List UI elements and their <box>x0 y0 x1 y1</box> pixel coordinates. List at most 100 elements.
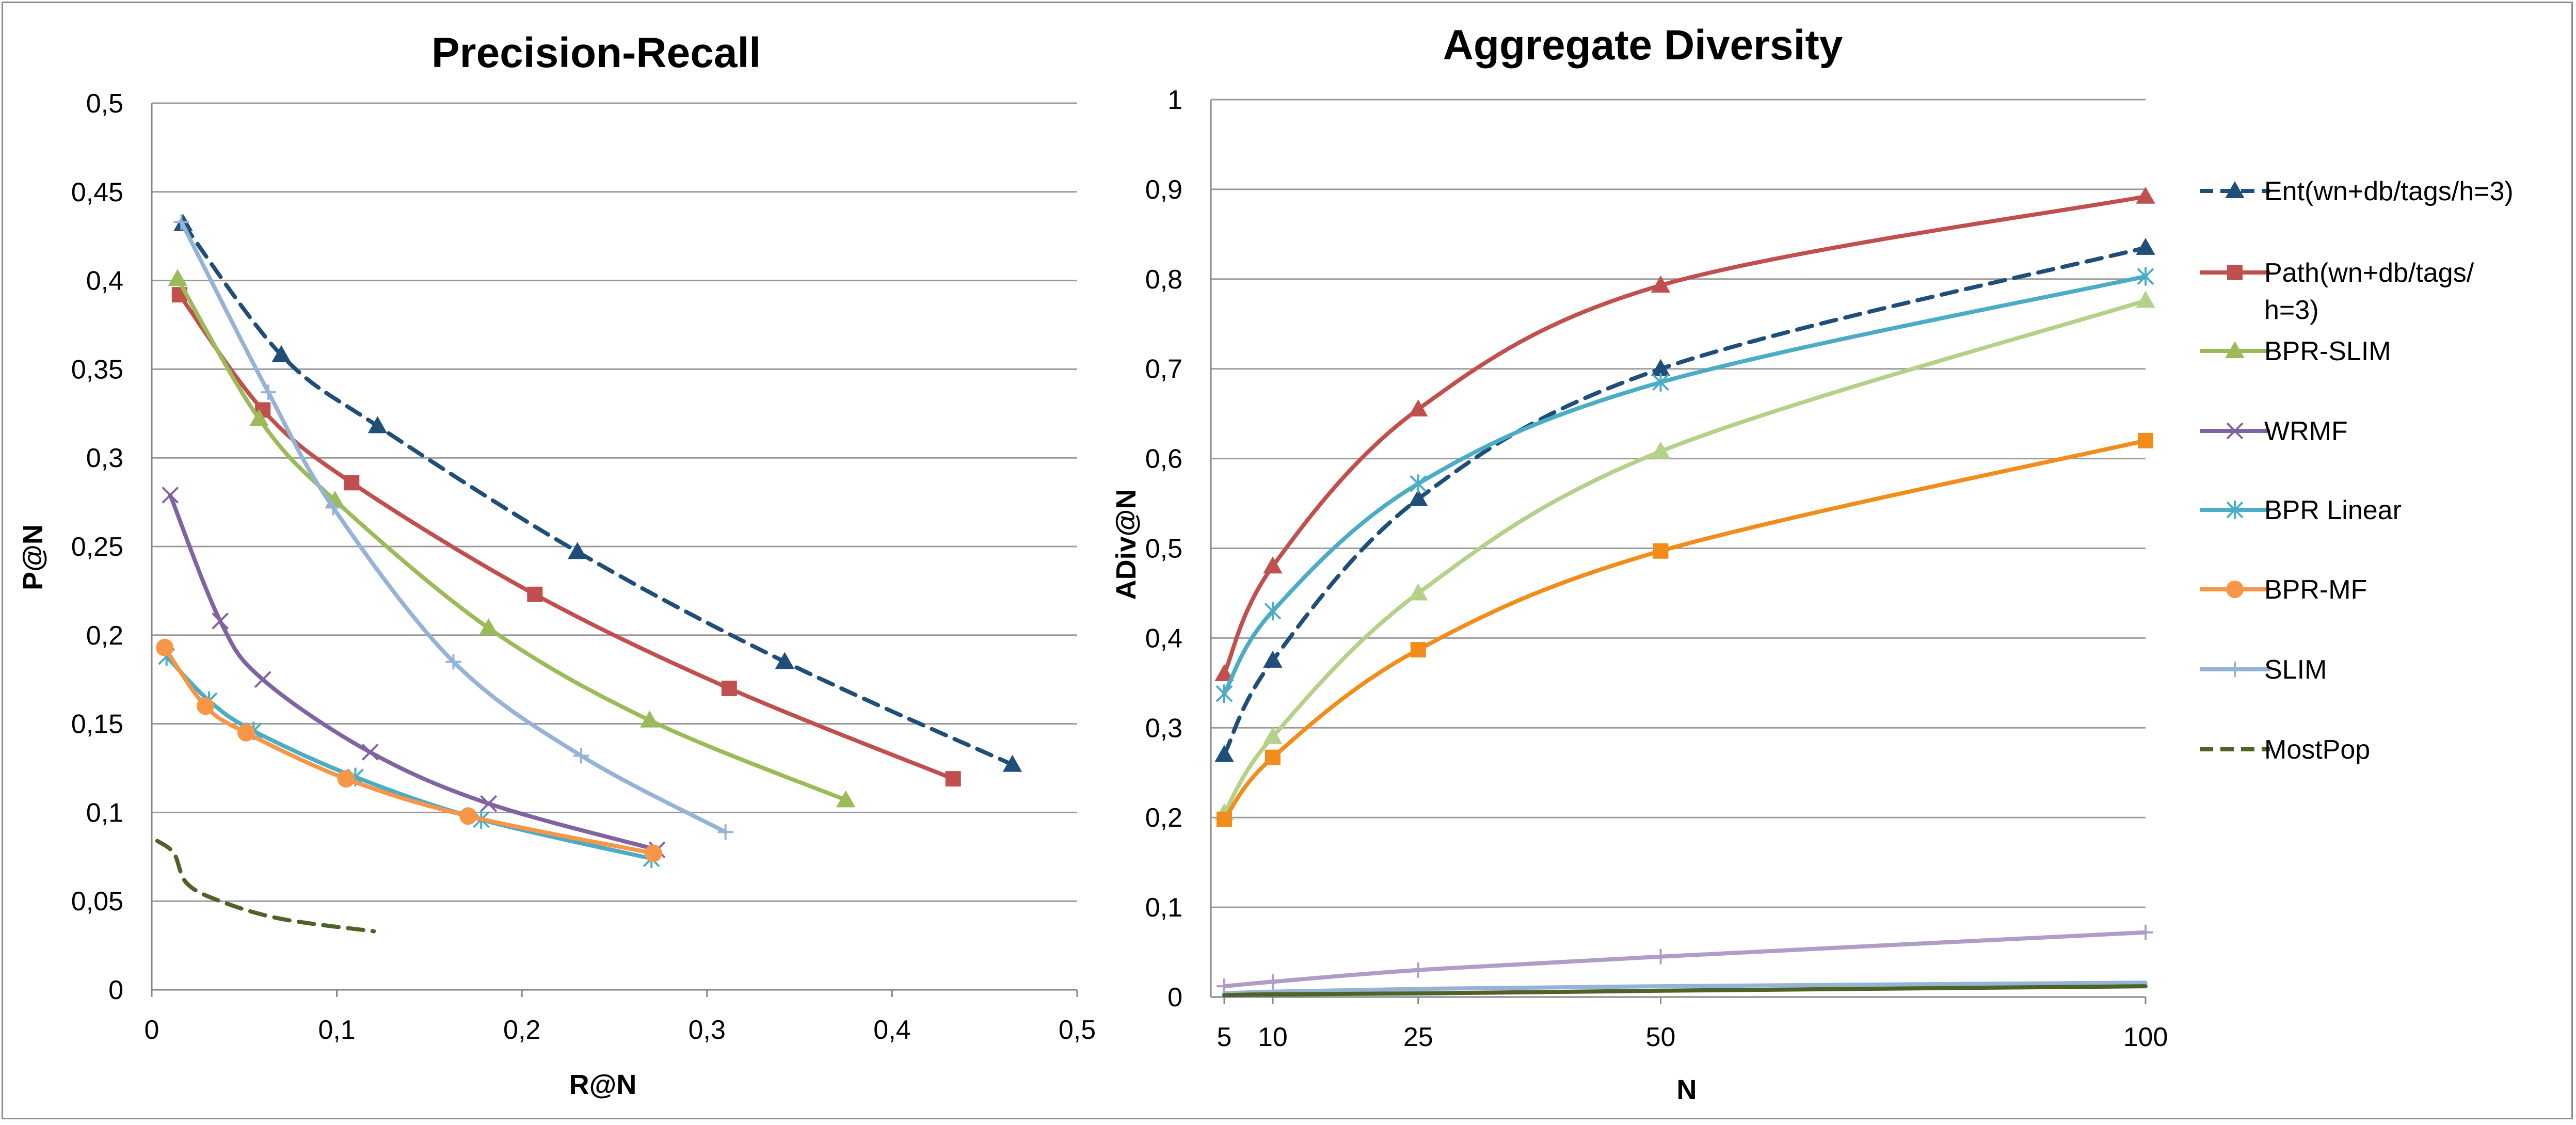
data-point <box>367 416 388 433</box>
data-point <box>945 771 961 787</box>
y-tick-label: 0,4 <box>1145 623 1182 653</box>
legend-item-bpr-linear: BPR Linear <box>2200 495 2402 525</box>
series-bpr-linear <box>1215 267 2154 703</box>
y-tick-label: 0,35 <box>71 355 123 384</box>
series-line-wrmf <box>1222 930 2148 989</box>
legend-item-slim: SLIM <box>2200 655 2327 685</box>
data-point <box>337 770 355 788</box>
y-tick-label: 0,2 <box>86 621 123 651</box>
data-point <box>1264 602 1282 621</box>
data-point <box>1410 642 1426 658</box>
series-slim <box>173 214 733 840</box>
plot-aggregate-diversity: 0 0,1 0,2 0,3 0,4 0,5 0,6 0,7 0,8 0,9 1 5 10 25 50 100 <box>1145 85 2168 1052</box>
y-tick-label: 0,5 <box>86 89 123 119</box>
data-point <box>2136 237 2155 255</box>
data-point <box>1652 373 1669 392</box>
legend-item-path-wn-db-tags-h-3: Path(wn+db/tags/h=3) <box>2200 258 2474 325</box>
legend-label: BPR-MF <box>2264 575 2367 605</box>
legend-label: Ent(wn+db/tags/h=3) <box>2264 176 2514 206</box>
y-tick-label: 0,5 <box>1145 534 1182 564</box>
y-tick-label: 0,1 <box>86 798 123 828</box>
y-tick-label: 0,8 <box>1145 265 1182 295</box>
data-point <box>237 724 255 742</box>
y-tick-label: 0,3 <box>86 443 123 473</box>
data-point <box>1263 650 1283 668</box>
legend-marker <box>2225 341 2245 358</box>
series-mostpop <box>155 839 376 934</box>
data-point <box>2136 291 2155 308</box>
data-point <box>775 652 795 669</box>
data-point <box>836 790 856 808</box>
legend-label: SLIM <box>2264 655 2327 685</box>
x-tick-label: 0,1 <box>318 1015 355 1045</box>
chart-title-aggregate-diversity: Aggregate Diversity <box>1443 22 1843 69</box>
data-point <box>249 409 269 426</box>
x-tick-label: 0,5 <box>1059 1015 1096 1045</box>
series-line-mostpop <box>1222 984 2148 998</box>
y-tick-label: 0,4 <box>86 266 123 296</box>
legend-marker <box>2226 501 2244 519</box>
legend-marker <box>2225 181 2245 198</box>
data-point <box>212 612 229 630</box>
series-path-wn-db-tags-h-3 <box>1214 186 2155 681</box>
data-point <box>1265 974 1281 990</box>
data-point <box>325 500 341 516</box>
x-tick-label: 0 <box>145 1015 159 1045</box>
y-axis-title-right: ADiv@N <box>1111 489 1142 600</box>
data-point <box>1409 489 1428 506</box>
plot-precision-recall: 0 0,05 0,1 0,15 0,2 0,25 0,3 0,35 0,4 0,45 0,5 0 0,1… <box>71 89 1096 1045</box>
legend-marker <box>2226 422 2244 440</box>
data-point <box>1215 684 1233 703</box>
x-tick-label: 50 <box>1646 1022 1676 1052</box>
data-point <box>254 671 271 688</box>
x-axis-title-left: R@N <box>569 1069 637 1100</box>
legend-label: Path(wn+db/tags/ <box>2264 258 2474 288</box>
legend-item-mostpop: MostPop <box>2200 735 2370 765</box>
y-tick-label: 0 <box>108 975 123 1005</box>
y-tick-label: 0,2 <box>1145 803 1182 833</box>
data-point <box>1409 399 1428 416</box>
series-slim <box>1222 981 2148 995</box>
legend-marker <box>2226 581 2244 598</box>
y-tick-label: 0,15 <box>71 710 123 740</box>
chart-title-precision-recall: Precision-Recall <box>431 29 761 76</box>
data-point <box>1651 275 1671 293</box>
y-tick-label: 0,1 <box>1145 893 1182 923</box>
series-line-mostpop <box>155 839 376 934</box>
legend-item-wrmf: WRMF <box>2200 416 2348 446</box>
y-tick-label: 0,6 <box>1145 444 1182 474</box>
data-point <box>344 475 360 491</box>
y-tick-label: 0,3 <box>1145 713 1182 743</box>
data-point <box>196 697 214 715</box>
data-point <box>271 345 291 362</box>
data-point <box>527 586 543 602</box>
data-point <box>480 795 498 812</box>
series-bpr-mf <box>156 638 662 862</box>
data-point <box>173 214 189 230</box>
data-point <box>1653 543 1669 559</box>
data-point <box>361 744 379 761</box>
data-point <box>162 486 179 504</box>
y-axis-title-left: P@N <box>18 524 49 590</box>
data-point <box>2138 432 2153 448</box>
legend: Ent(wn+db/tags/h=3) Path(wn+db/tags/h=3) B… <box>2200 176 2514 765</box>
series-bpr-slim <box>168 269 856 808</box>
data-point <box>1651 441 1671 459</box>
data-point <box>2137 267 2154 286</box>
y-tick-label: 0,25 <box>71 532 123 562</box>
x-tick-label: 5 <box>1217 1022 1232 1052</box>
data-point <box>1265 749 1281 765</box>
data-point <box>1214 745 1234 762</box>
legend-marker <box>2227 662 2243 677</box>
y-tick-label: 0,9 <box>1145 175 1182 205</box>
x-tick-label: 100 <box>2123 1022 2168 1052</box>
data-point <box>717 824 733 840</box>
data-point <box>644 844 662 862</box>
data-point <box>1410 474 1427 493</box>
legend-item-bpr-slim: BPR-SLIM <box>2200 336 2391 366</box>
data-point <box>156 638 174 656</box>
legend-label: BPR Linear <box>2264 495 2402 525</box>
